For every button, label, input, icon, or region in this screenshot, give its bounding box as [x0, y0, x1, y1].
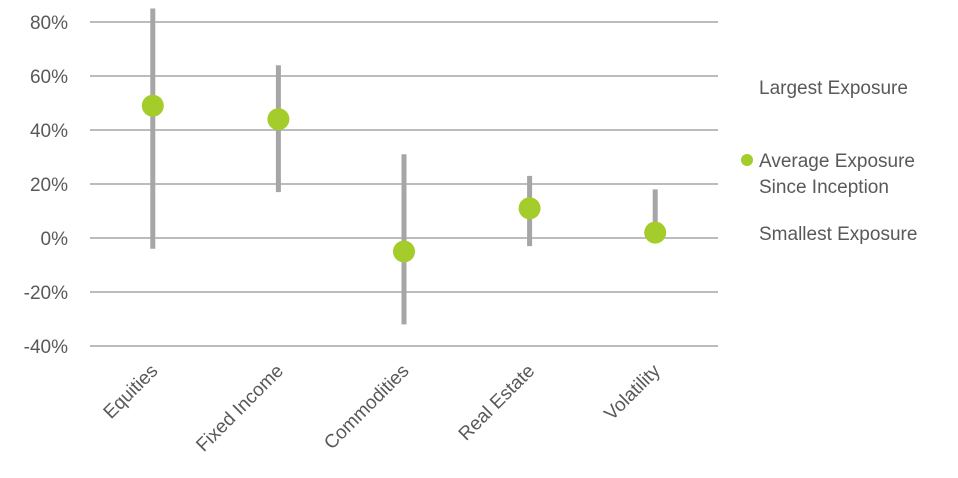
category-labels: Equities Fixed Income Commodities Real Esta… — [100, 360, 665, 456]
y-tick-label: 40% — [30, 121, 68, 142]
y-tick-label: -40% — [24, 337, 68, 358]
y-tick-label: 0% — [41, 229, 69, 250]
average-exposure-points — [141, 94, 667, 263]
legend-average-exposure-line2: Since Inception — [759, 177, 889, 198]
category-label: Real Estate — [455, 361, 539, 445]
exposure-range-bars — [150, 8, 658, 325]
average-exposure-point — [644, 221, 667, 244]
y-tick-label: 60% — [30, 67, 68, 88]
legend-average-exposure-line1: Average Exposure — [759, 151, 915, 172]
average-exposure-point — [267, 108, 290, 131]
average-exposure-point — [518, 197, 541, 220]
legend: Largest Exposure Average Exposure Since … — [741, 78, 917, 245]
category-label: Fixed Income — [192, 361, 287, 456]
legend-smallest-exposure: Smallest Exposure — [759, 224, 917, 245]
category-label: Commodities — [320, 361, 413, 454]
legend-largest-exposure: Largest Exposure — [759, 78, 908, 99]
y-tick-label: 80% — [30, 13, 68, 34]
average-exposure-point — [141, 94, 164, 117]
category-label: Equities — [100, 361, 163, 424]
category-label: Volatility — [601, 360, 665, 424]
y-tick-label: 20% — [30, 175, 68, 196]
legend-average-marker — [741, 154, 753, 166]
y-tick-label: -20% — [24, 283, 68, 304]
average-exposure-point — [393, 240, 415, 263]
y-axis-tick-labels: 80% 60% 40% 20% 0% -20% -40% — [24, 13, 68, 358]
